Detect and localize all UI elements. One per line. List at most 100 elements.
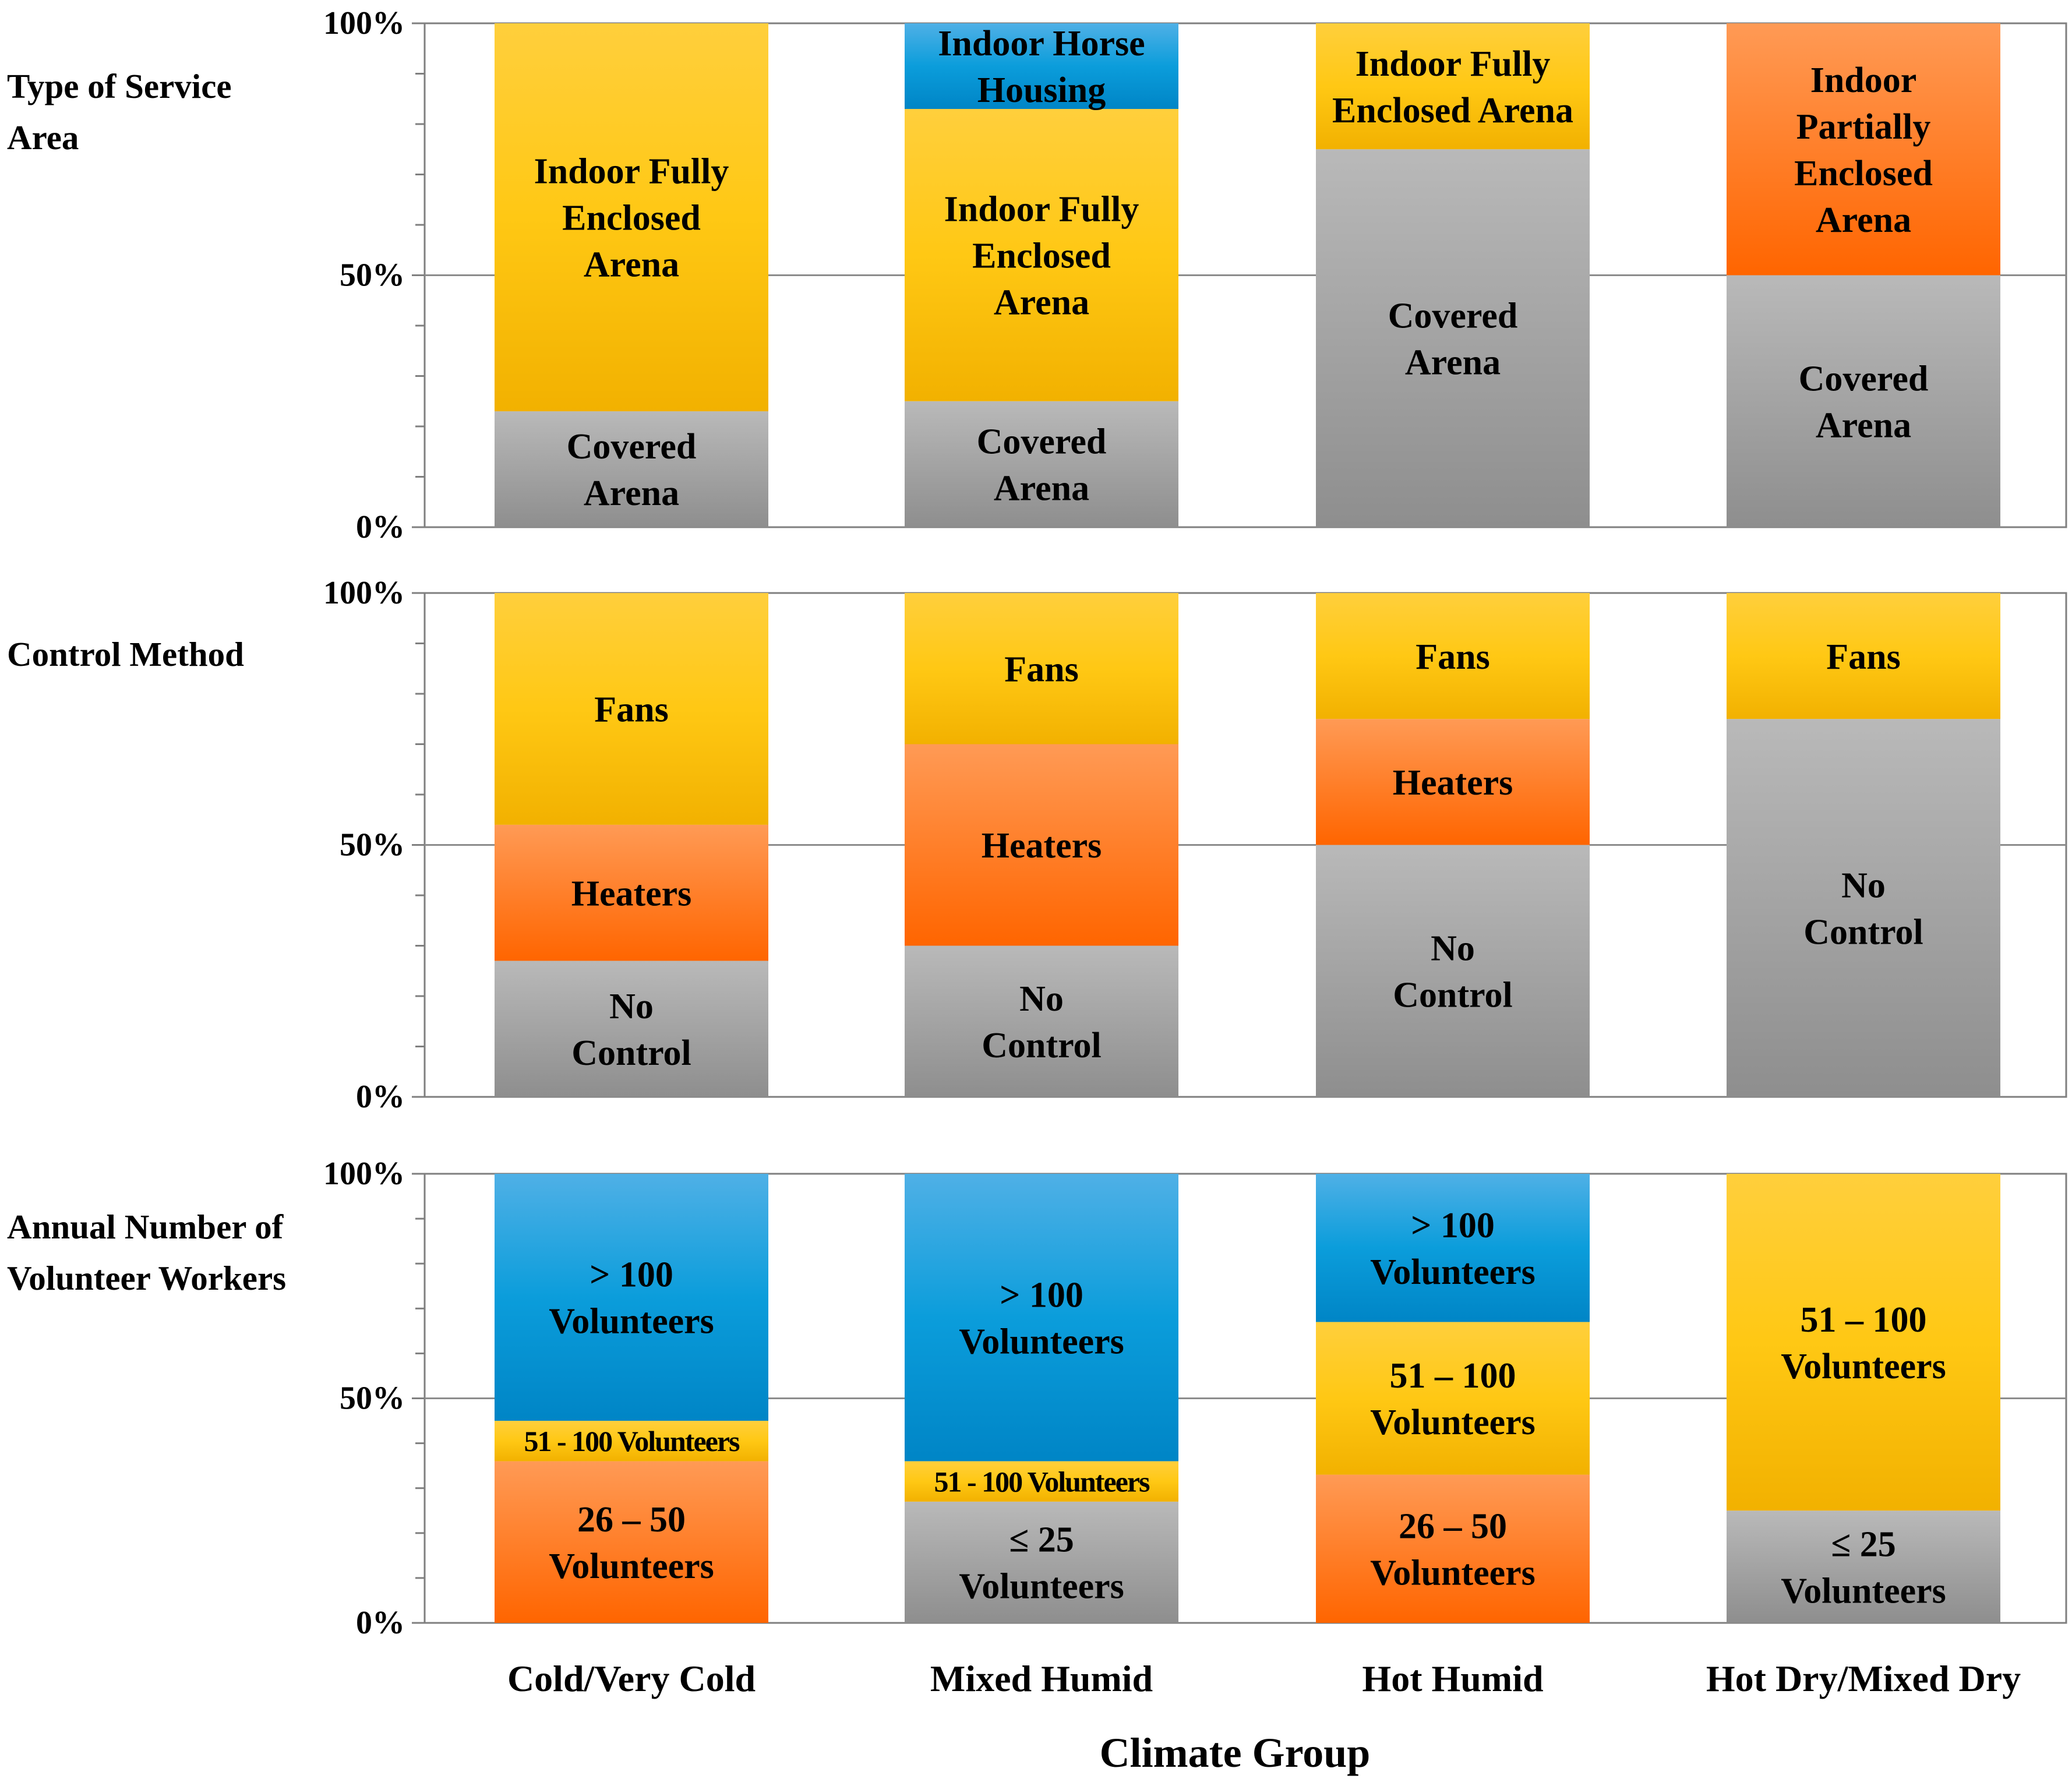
- segment-label: Heaters: [1393, 763, 1513, 803]
- bar-segment-gray: [1727, 275, 2000, 527]
- segment-label: 26 – 50: [577, 1500, 686, 1540]
- bar-segment-gray: [905, 1501, 1178, 1623]
- bar-segment-gray: [905, 945, 1178, 1097]
- y-tick-label: 100%: [323, 1156, 405, 1192]
- y-tick-label: 0%: [356, 509, 405, 545]
- segment-label: Enclosed: [972, 237, 1111, 276]
- bar-segment-gray: [495, 961, 768, 1097]
- segment-label: Arena: [1816, 200, 1911, 240]
- y-tick-label: 50%: [340, 257, 405, 294]
- bar-segment-yellow: [1727, 593, 2000, 719]
- segment-label: Housing: [977, 70, 1106, 110]
- segment-label: Fans: [1416, 637, 1489, 677]
- segment-label: > 100: [1411, 1206, 1495, 1245]
- bar-segment-yellow: [905, 109, 1178, 401]
- panel-title: Area: [7, 118, 79, 157]
- segment-label: 51 - 100 Volunteers: [934, 1466, 1150, 1498]
- segment-label: Volunteers: [1370, 1252, 1536, 1292]
- bar-segment-orange: [495, 824, 768, 961]
- segment-label: Arena: [994, 469, 1089, 509]
- segment-label: Volunteers: [959, 1322, 1124, 1361]
- bar-segment-gray: [495, 411, 768, 527]
- panel-control-method: 0% 50% 100% Control Method No Control Heaters F…: [7, 575, 2067, 1115]
- y-tick-label: 100%: [323, 5, 405, 41]
- panel-title: Type of Service: [7, 67, 232, 105]
- segment-label: No: [1431, 929, 1475, 968]
- y-tick-label: 50%: [340, 1381, 405, 1417]
- panel-title: Volunteer Workers: [7, 1259, 286, 1297]
- bar-segment-yellow: [1727, 1174, 2000, 1511]
- bar-segment-yellow: [1316, 1322, 1590, 1475]
- segment-label: Indoor Horse: [938, 24, 1145, 63]
- bar-segment-gray: [1727, 1510, 2000, 1623]
- segment-label: Fans: [594, 690, 668, 730]
- bar-segment-blue: [905, 23, 1178, 110]
- category-label: Hot Dry/Mixed Dry: [1706, 1658, 2021, 1699]
- segment-label: Volunteers: [1781, 1571, 1946, 1611]
- bar-segment-orange: [905, 744, 1178, 946]
- bar-segment-yellow: [1316, 593, 1590, 719]
- bar-segment-orange: [1316, 1474, 1590, 1623]
- segment-label: Volunteers: [959, 1567, 1124, 1607]
- segment-label: Covered: [567, 427, 697, 467]
- segment-label: 51 – 100: [1801, 1300, 1927, 1340]
- bar-segment-gray: [1316, 149, 1590, 527]
- bar-segment-gray: [905, 401, 1178, 527]
- segment-label: Volunteers: [1370, 1403, 1536, 1442]
- category-label: Cold/Very Cold: [507, 1658, 756, 1699]
- bar-segment-yellow: [495, 1421, 768, 1462]
- panel-title: Control Method: [7, 635, 244, 673]
- segment-label: Control: [1393, 975, 1513, 1015]
- segment-label: No: [1019, 979, 1064, 1019]
- segment-label: Fans: [1826, 637, 1900, 677]
- panel-title: Annual Number of: [7, 1208, 284, 1246]
- bar-segment-orange: [1727, 23, 2000, 276]
- segment-label: Enclosed: [562, 199, 701, 238]
- bar-segment-yellow: [495, 23, 768, 412]
- bar-segment-yellow: [1316, 23, 1590, 150]
- segment-label: > 100: [590, 1255, 673, 1295]
- segment-label: 51 - 100 Volunteers: [524, 1425, 740, 1457]
- bar-segment-orange: [495, 1461, 768, 1623]
- segment-label: Covered: [1388, 296, 1518, 336]
- segment-label: > 100: [1000, 1275, 1083, 1315]
- segment-label: Arena: [1816, 405, 1911, 445]
- bar-segment-yellow: [495, 593, 768, 825]
- segment-label: Partially: [1796, 107, 1931, 147]
- y-tick-label: 0%: [356, 1605, 405, 1641]
- bar-segment-blue: [905, 1174, 1178, 1462]
- segment-label: Enclosed: [1794, 154, 1933, 193]
- segment-label: ≤ 25: [1009, 1520, 1074, 1560]
- x-axis-title: Climate Group: [1100, 1729, 1371, 1776]
- category-label: Hot Humid: [1362, 1658, 1543, 1699]
- segment-label: Enclosed Arena: [1332, 91, 1573, 130]
- segment-label: Covered: [977, 422, 1107, 462]
- segment-label: 51 – 100: [1390, 1356, 1516, 1396]
- bar-segment-gray: [1727, 719, 2000, 1097]
- segment-label: Arena: [1405, 343, 1501, 382]
- segment-label: Volunteers: [549, 1302, 714, 1342]
- segment-label: Arena: [994, 283, 1089, 323]
- segment-label: Control: [982, 1026, 1102, 1065]
- bar-segment-orange: [1316, 719, 1590, 845]
- segment-label: Control: [571, 1033, 691, 1073]
- segment-label: Indoor Fully: [1356, 44, 1551, 84]
- segment-label: ≤ 25: [1831, 1524, 1896, 1564]
- bar-segment-yellow: [905, 593, 1178, 744]
- segment-label: Control: [1803, 912, 1923, 952]
- segment-label: Indoor: [1810, 61, 1917, 100]
- segment-label: 26 – 50: [1399, 1506, 1507, 1546]
- bar-segment-yellow: [905, 1461, 1178, 1502]
- panel-annual-number-of-volunteer-workers: 0% 50% 100% Annual Number of Volunteer Worke…: [7, 1156, 2067, 1641]
- y-tick-label: 100%: [323, 575, 405, 611]
- segment-label: Arena: [584, 474, 679, 513]
- segment-label: Indoor Fully: [944, 190, 1139, 230]
- category-label: Mixed Humid: [930, 1658, 1153, 1699]
- segment-label: Arena: [584, 245, 679, 285]
- segment-label: Volunteers: [1781, 1347, 1946, 1386]
- segment-label: Covered: [1799, 359, 1929, 398]
- segment-label: Heaters: [571, 874, 692, 913]
- segment-label: Volunteers: [1370, 1553, 1536, 1593]
- segment-label: No: [609, 987, 654, 1026]
